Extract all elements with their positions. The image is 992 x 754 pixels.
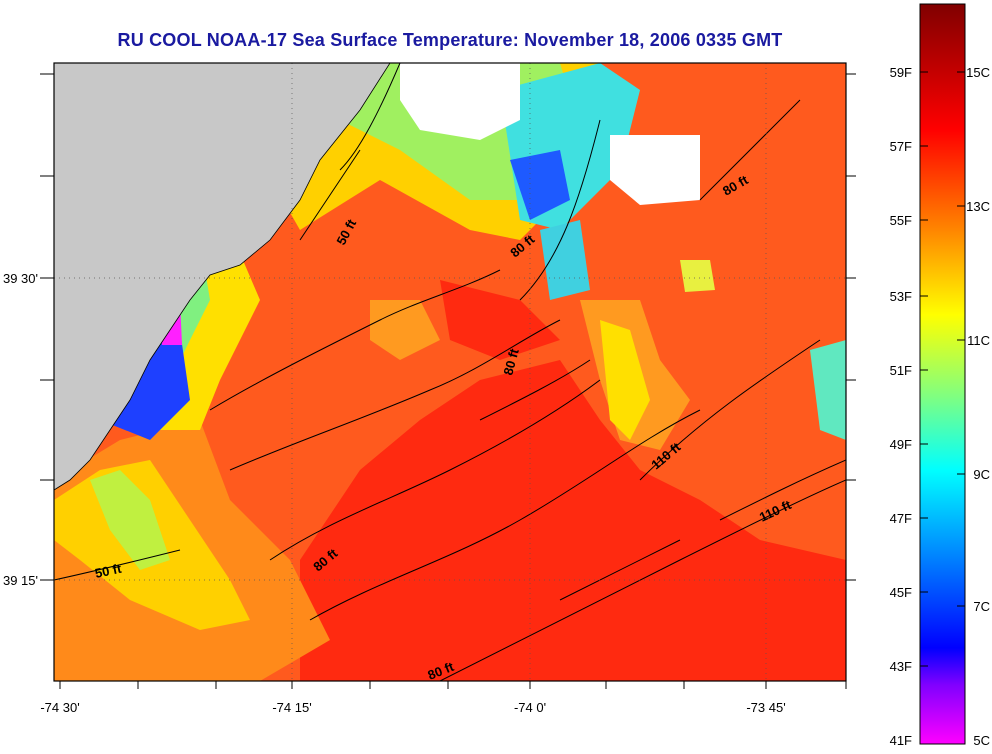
colorbar-c-label: 7C: [973, 599, 990, 614]
x-tick-label: -74 15': [272, 700, 311, 715]
colorbar-gradient: [919, 3, 966, 745]
colorbar-f-label: 43F: [890, 659, 912, 674]
cloud-patch-2: [610, 135, 700, 205]
sst-mid-patch-orange: [370, 300, 440, 360]
colorbar-c-label: 9C: [973, 467, 990, 482]
colorbar: 59F 57F 55F 53F 51F 49F 47F 45F 43F 41F …: [890, 3, 990, 748]
colorbar-f-label: 41F: [890, 733, 912, 748]
x-tick-label: -73 45': [746, 700, 785, 715]
colorbar-f-label: 53F: [890, 289, 912, 304]
sst-north-band-blue: [510, 150, 570, 220]
sst-warm-core: [300, 360, 846, 681]
sst-coastal-band-green: [90, 470, 170, 570]
colorbar-c-label: 13C: [966, 199, 990, 214]
map-frame: [53, 62, 847, 682]
sst-north-band-cyan-2: [540, 220, 590, 300]
isobath-contours: [54, 63, 846, 681]
colorbar-f-label: 45F: [890, 585, 912, 600]
sst-east-edge-cyan: [810, 340, 846, 440]
sst-warm-patch: [440, 280, 560, 360]
colorbar-f-label: 59F: [890, 65, 912, 80]
sst-east-band-yellow: [600, 320, 650, 440]
contour-label: 80 ft: [500, 346, 522, 376]
colorbar-f-label: 57F: [890, 139, 912, 154]
colorbar-f-label: 55F: [890, 213, 912, 228]
colorbar-f-label: 49F: [890, 437, 912, 452]
y-tick-label: 39 30': [3, 271, 38, 286]
map-area: [54, 63, 846, 681]
y-tick-label: 39 15': [3, 573, 38, 588]
axis-ticks: [40, 73, 856, 689]
x-tick-label: -74 0': [514, 700, 546, 715]
colorbar-c-label: 11C: [967, 333, 990, 348]
colorbar-c-label: 15C: [966, 65, 990, 80]
colorbar-f-label: 47F: [890, 511, 912, 526]
colorbar-c-label: 5C: [973, 733, 990, 748]
x-tick-label: -74 30': [40, 700, 79, 715]
land-mass: [54, 63, 391, 491]
map-title: RU COOL NOAA-17 Sea Surface Temperature:…: [117, 30, 783, 50]
graticule: [54, 63, 846, 681]
contour-label: 50 ft: [94, 561, 124, 581]
sst-east-patch-yellow: [680, 260, 715, 292]
cloud-patch-1: [400, 63, 520, 140]
colorbar-f-label: 51F: [890, 363, 912, 378]
